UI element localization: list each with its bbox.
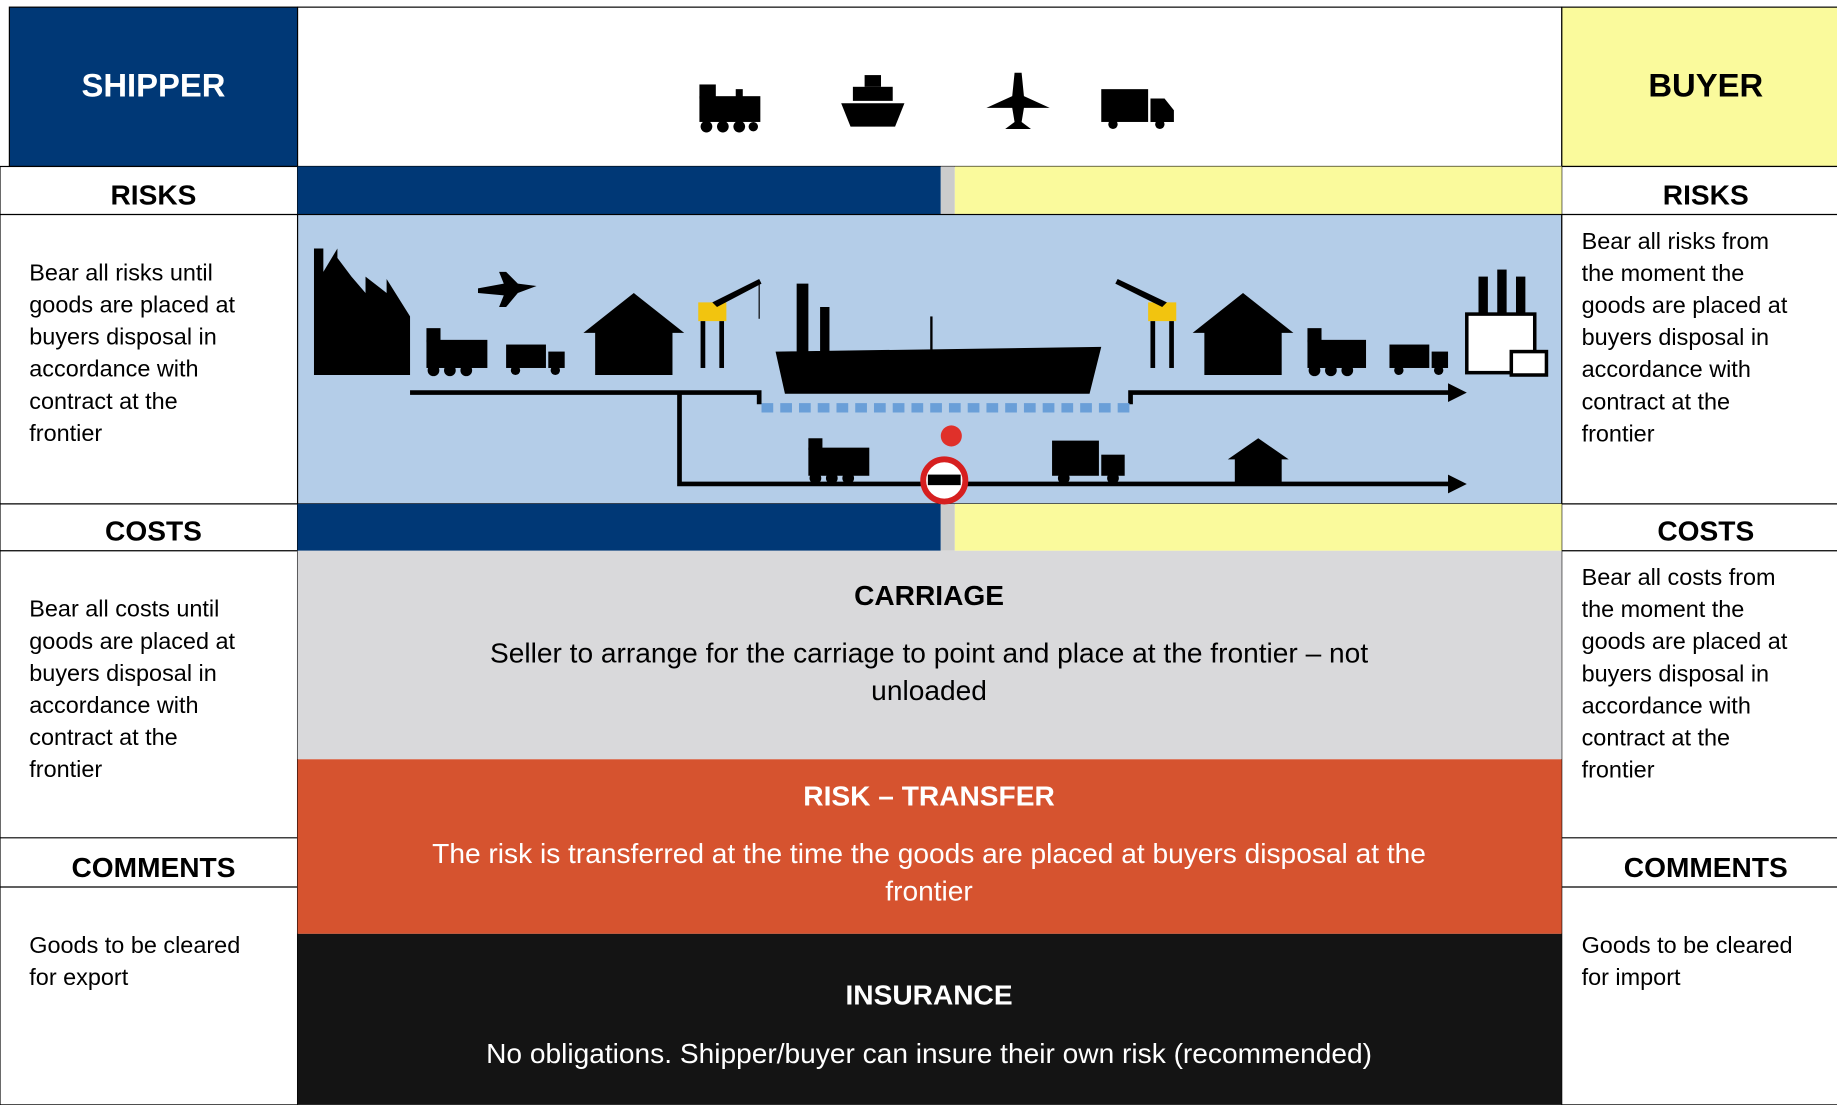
- section-text: Goods to be cleared: [1582, 932, 1793, 958]
- route: [410, 390, 762, 405]
- ship-icon: [841, 75, 905, 127]
- section-text: contract at the: [1582, 388, 1730, 414]
- panel-heading: INSURANCE: [845, 980, 1012, 1011]
- section-text: contract at the: [1582, 725, 1730, 751]
- crane: [1115, 278, 1177, 368]
- mode-icons: [699, 72, 1174, 133]
- section-text: goods are placed at: [29, 292, 235, 318]
- crane: [698, 278, 762, 368]
- section-text: contract at the: [29, 724, 177, 750]
- carriage-panel: [297, 550, 1562, 760]
- buyer-title: BUYER: [1648, 67, 1763, 104]
- factory-buyer: [1465, 269, 1549, 377]
- truck: [1389, 344, 1449, 376]
- route: [677, 392, 1453, 487]
- section-text: frontier: [29, 756, 102, 782]
- panel-text: frontier: [885, 875, 973, 906]
- buyer-cost-bar: [954, 503, 1562, 551]
- section-text: goods are placed at: [1582, 628, 1788, 654]
- section-text: frontier: [1582, 420, 1655, 446]
- section-heading: COMMENTS: [71, 852, 235, 883]
- shipper-title: SHIPPER: [81, 67, 225, 104]
- section-text: Bear all risks until: [29, 259, 213, 285]
- panel-text: The risk is transferred at the time the …: [432, 838, 1426, 869]
- plane: [477, 271, 537, 308]
- route: [1128, 390, 1453, 405]
- shipper-header: [8, 6, 299, 168]
- risk-point: [940, 425, 962, 447]
- risk-transfer-panel: [297, 759, 1562, 934]
- mode-header: [296, 6, 1563, 168]
- panel-text: unloaded: [871, 675, 987, 706]
- transfer-point: [940, 166, 955, 215]
- house: [1227, 438, 1289, 486]
- section-text: Bear all costs from: [1582, 564, 1776, 590]
- section-text: frontier: [29, 420, 102, 446]
- section-text: goods are placed at: [29, 628, 235, 654]
- shipper-column: [0, 165, 299, 1105]
- buyer-risk-bar: [954, 166, 1562, 215]
- panel-text: Seller to arrange for the carriage to po…: [490, 637, 1368, 668]
- warehouse: [1192, 293, 1294, 376]
- transfer-point: [940, 503, 955, 551]
- train-icon: [699, 84, 761, 133]
- section-text: frontier: [1582, 757, 1655, 783]
- train: [808, 438, 870, 484]
- factory: [313, 248, 411, 376]
- ship: [775, 283, 1102, 394]
- section-text: accordance with: [1582, 692, 1751, 718]
- section-text: accordance with: [29, 356, 198, 382]
- buyer-column: [1561, 165, 1837, 1105]
- section-heading: COMMENTS: [1624, 852, 1788, 883]
- routes: [410, 390, 1453, 487]
- section-text: for export: [29, 964, 128, 990]
- plane-icon: [986, 72, 1050, 129]
- section-text: the moment the: [1582, 260, 1745, 286]
- section-text: accordance with: [1582, 356, 1751, 382]
- train: [426, 328, 488, 377]
- panel-heading: CARRIAGE: [854, 580, 1004, 611]
- arrowheads: [1448, 383, 1467, 494]
- section-text: buyers disposal in: [1582, 324, 1769, 350]
- section-text: accordance with: [29, 692, 198, 718]
- section-text: for import: [1582, 964, 1681, 990]
- section-text: the moment the: [1582, 596, 1745, 622]
- section-text: Bear all risks from: [1582, 228, 1769, 254]
- section-heading: COSTS: [1657, 516, 1754, 547]
- section-heading: RISKS: [1663, 179, 1749, 210]
- panel-heading: RISK – TRANSFER: [803, 780, 1054, 811]
- section-text: contract at the: [29, 388, 177, 414]
- section-text: goods are placed at: [1582, 292, 1788, 318]
- section-heading: COSTS: [105, 516, 202, 547]
- section-text: buyers disposal in: [1582, 660, 1769, 686]
- panel-text: No obligations. Shipper/buyer can insure…: [486, 1038, 1372, 1069]
- shipper-risk-bar: [297, 166, 941, 215]
- insurance-panel: [297, 933, 1562, 1105]
- section-text: Bear all costs until: [29, 596, 219, 622]
- transport-scene: [313, 248, 1549, 486]
- section-text: buyers disposal in: [29, 660, 216, 686]
- truck: [1052, 440, 1125, 484]
- section-text: buyers disposal in: [29, 324, 216, 350]
- truck: [506, 344, 565, 376]
- train: [1307, 328, 1367, 377]
- customs-bar: [927, 474, 961, 486]
- warehouse: [583, 293, 685, 376]
- section-heading: RISKS: [111, 179, 197, 210]
- truck-icon: [1101, 89, 1174, 129]
- shipper-cost-bar: [297, 503, 941, 551]
- section-text: Goods to be cleared: [29, 932, 240, 958]
- buyer-header: [1561, 6, 1837, 168]
